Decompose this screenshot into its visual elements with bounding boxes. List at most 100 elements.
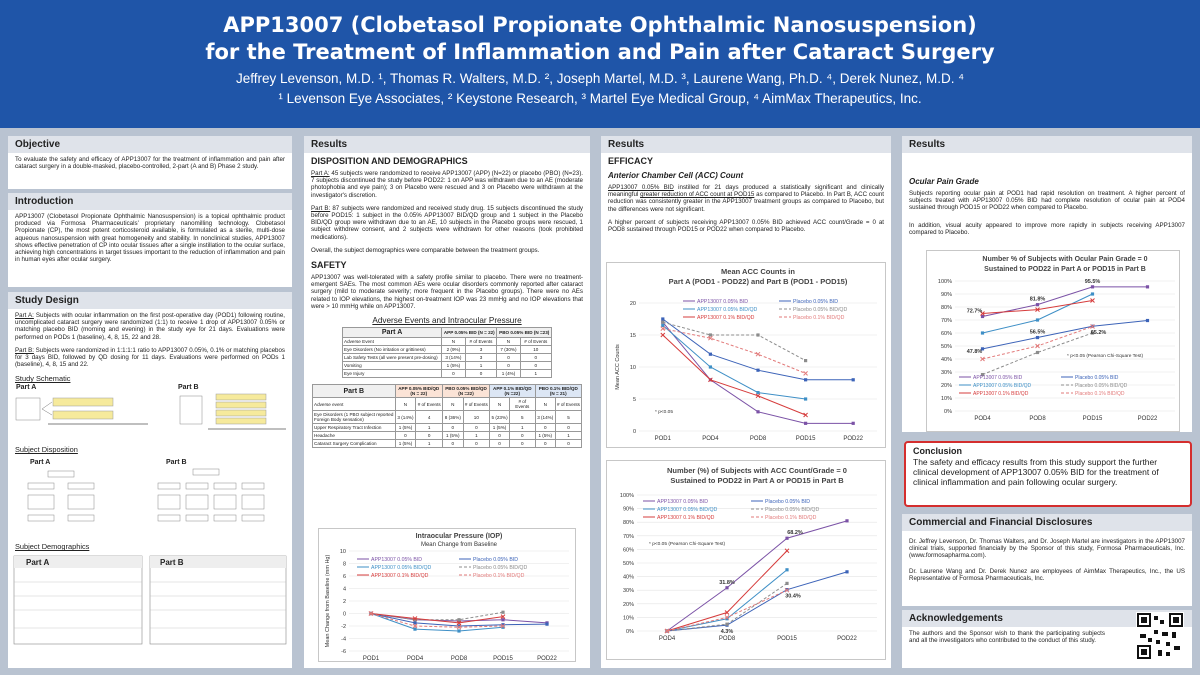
safety-text: APP13007 was well-tolerated with a safet… (311, 274, 583, 310)
y-tick-label: 10% (623, 615, 634, 621)
data-point (456, 620, 462, 626)
disclosures-paragraph-2: Dr. Laurene Wang and Dr. Derek Nunez are… (909, 567, 1185, 582)
introduction-heading: Introduction (8, 193, 292, 210)
acc-text-b: as compared to Placebo. In Part B, ACC c… (608, 191, 884, 213)
ae-b-cell: 0 (554, 423, 583, 433)
ae-b-cell: 0 (441, 423, 464, 433)
data-point (1145, 318, 1150, 323)
data-point (804, 359, 808, 363)
data-point (708, 365, 712, 369)
ae-table-b-wrap: Part B APP 0.05% BID/QD (N = 22) PBO 0.0… (304, 378, 590, 449)
legend-label: Placebo 0.05% BID/QD (765, 507, 819, 513)
ae-a-header-1: APP 0.05% BID (N = 22) (441, 327, 498, 339)
disp-part-a-label: Part A: (311, 170, 330, 177)
y-tick-label: 8 (343, 562, 346, 568)
part-b-text: Subjects were randomized in 1:1:1:1 rati… (15, 346, 285, 369)
affiliations: ¹ Levenson Eye Associates, ² Keystone Re… (278, 91, 922, 106)
ae-table-a-wrap: Part A APP 0.05% BID (N = 22) PBO 0.05% … (304, 327, 590, 379)
study-design-part-a: Part A: Subjects with ocular inflammatio… (8, 309, 292, 344)
y-tick-label: 10 (340, 549, 346, 555)
data-point (708, 352, 712, 356)
data-point (725, 622, 729, 626)
acc-mean-chart: Mean ACC Counts in Part A (POD1 - POD22) … (606, 262, 886, 448)
legend-label: APP13007 0.05% BID (371, 557, 422, 563)
results-heading-col3: Results (601, 136, 891, 153)
ae-b-cell: 1 (554, 431, 583, 441)
chart-title: Sustained to POD22 in Part A or POD15 in… (670, 476, 844, 485)
x-tick-label: POD15 (493, 656, 513, 662)
data-label: 31.8% (719, 580, 735, 586)
title-line-2: for the Treatment of Inflammation and Pa… (205, 40, 995, 64)
subject-disposition-diagram (27, 469, 265, 522)
ae-b-cell: 0 (509, 431, 536, 441)
introduction-text: APP13007 (Clobetasol Propionate Ophthalm… (15, 213, 285, 264)
data-point (661, 320, 665, 324)
ae-a-cell: Lab Safety Tests (all were present pre-d… (341, 353, 443, 363)
data-point (1035, 318, 1040, 322)
table-row: Lab Safety Tests (all were present pre-d… (341, 353, 553, 363)
ae-a-cell: 1 (5%) (441, 361, 466, 371)
ae-b-cell: 1 (415, 439, 443, 449)
data-point (457, 618, 461, 622)
data-point (804, 378, 808, 382)
pain-paragraph-2: In addition, visual acuity appeared to i… (909, 221, 1185, 236)
disp-part-b-text: 87 subjects were randomized and received… (311, 204, 583, 241)
data-point (456, 624, 462, 630)
part-a-label: Part A: (15, 312, 34, 319)
legend-label: Placebo 0.1% BID/QD (765, 515, 817, 521)
x-tick-label: POD22 (537, 656, 557, 662)
ae-b-cell: 3 (14%) (534, 410, 556, 425)
conclusion-text: The safety and efficacy results from thi… (913, 457, 1159, 487)
table-row: Eye Disorders (No irritation or grittine… (341, 345, 553, 355)
data-point (1035, 303, 1040, 307)
legend-label: Placebo 0.05% BID/QD (793, 307, 847, 313)
ae-b-cell: 0 (554, 439, 583, 449)
acknowledgements-panel: Acknowledgements The authors and the Spo… (902, 610, 1192, 668)
legend-label: Placebo 0.05% BID/QD (473, 565, 527, 571)
legend-label: APP13007 0.05% BID/QD (657, 507, 718, 513)
ae-b-cell: 8 (36%) (441, 410, 464, 425)
ae-a-cell: 0 (496, 353, 521, 363)
x-tick-label: POD8 (719, 636, 736, 642)
ae-b-cell: 0 (462, 423, 491, 433)
disclosures-paragraph-1: Dr. Jeffrey Levenson, Dr. Thomas Walters… (909, 538, 1185, 560)
y-tick-label: 10% (941, 396, 952, 402)
y-tick-label: 90% (941, 292, 952, 298)
ae-a-header-2: PBO 0.05% BID (N =23) (496, 327, 552, 339)
ae-a-header-0: Part A (341, 327, 443, 339)
data-point (413, 627, 417, 631)
ae-b-cell: 5 (23%) (489, 410, 511, 425)
series-line (370, 613, 504, 632)
x-tick-label: POD15 (777, 636, 797, 642)
ae-a-cell: 0 (464, 369, 498, 379)
acknowledgements-heading: Acknowledgements (902, 610, 1192, 627)
data-point (708, 377, 713, 383)
disp-part-b-label: Part B: (311, 204, 331, 212)
poster-header: APP13007 (Clobetasol Propionate Ophthalm… (0, 0, 1200, 128)
data-label: 68.2% (787, 530, 803, 536)
series-line (370, 611, 504, 621)
chart-title: Number (%) of Subjects with ACC Count/Gr… (667, 466, 847, 475)
ae-a-cell: 0 (496, 361, 521, 371)
objective-heading: Objective (8, 136, 292, 153)
ae-table-part-b: Part B APP 0.05% BID/QD (N = 22) PBO 0.0… (312, 384, 583, 449)
study-design-panel: Study Design Part A: Subjects with ocula… (8, 292, 292, 668)
ae-a-cell: 7 (30%) (496, 345, 521, 355)
ae-b-header-0: Part B (312, 384, 396, 399)
legend-label: APP13007 0.05% BID/QD (697, 307, 758, 313)
objective-text: To evaluate the safety and efficacy of A… (15, 156, 285, 171)
ae-b-sub: N (441, 397, 464, 412)
data-label: 47.8% (967, 349, 983, 355)
ae-a-cell: 0 (519, 353, 553, 363)
data-point (725, 617, 729, 621)
y-tick-label: 100% (938, 279, 952, 285)
y-tick-label: 5 (633, 397, 636, 403)
y-tick-label: 30% (623, 588, 634, 594)
ae-b-cell: 0 (489, 431, 511, 441)
y-tick-label: 40% (623, 575, 634, 581)
data-point (845, 519, 849, 523)
y-tick-label: 80% (623, 520, 634, 526)
y-tick-label: -2 (341, 624, 346, 630)
disposition-part-a-label: Part A (30, 459, 51, 467)
acc-text-a: instilled for 21 days produced a statist… (608, 184, 885, 199)
